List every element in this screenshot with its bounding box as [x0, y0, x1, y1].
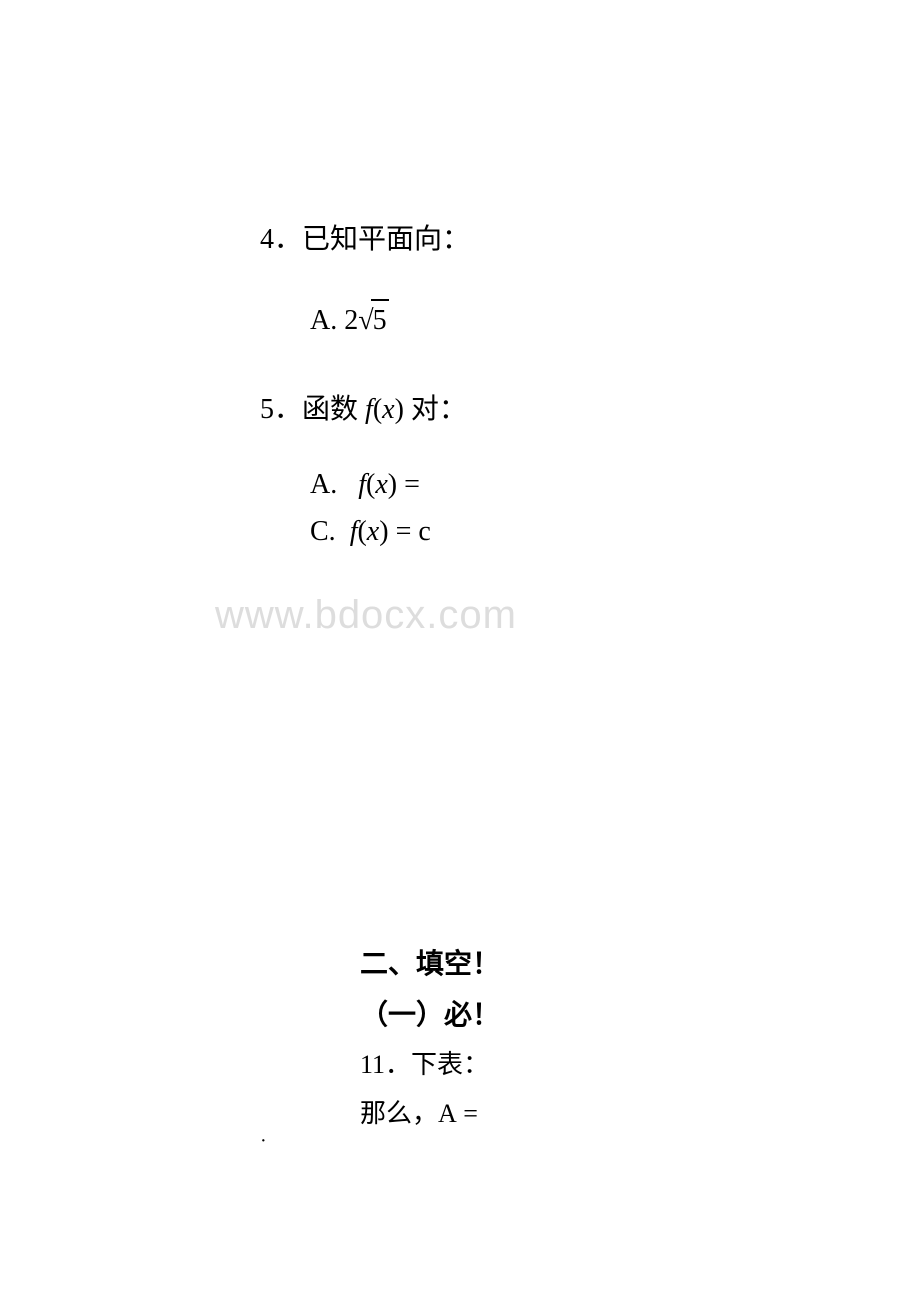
s2-title-trail: ！ — [472, 949, 500, 980]
sqrt-expression: √5 — [358, 299, 388, 340]
question-5-text: 5．函数 f(x) 对： — [260, 390, 470, 429]
section-2-block: 二、填空！ （一）必！ 11．下表： 那么，A = — [360, 945, 500, 1132]
s2-sub-text: （一）必 — [360, 1000, 472, 1031]
section-2-subtitle: （一）必！ — [360, 996, 500, 1035]
question-5-answer-c: C. f(x) = c — [310, 512, 470, 551]
q5-func-f: f — [365, 394, 373, 425]
q5-trail: ： — [439, 394, 467, 425]
watermark-text: www.bdocx.com — [215, 593, 517, 638]
section-2-title: 二、填空！ — [360, 945, 500, 984]
q5a-eq: = — [404, 469, 420, 500]
question-5-answer-a: A. f(x) = — [310, 465, 470, 504]
q5a-label: A. — [310, 469, 337, 500]
q11-number: 11． — [360, 1050, 411, 1079]
q5-number: 5． — [260, 394, 302, 425]
q5c-x: x — [367, 516, 379, 547]
then-text: 那么， — [360, 1099, 438, 1128]
s2-title-text: 二、填空 — [360, 949, 472, 980]
q5-prefix: 函数 — [302, 394, 358, 425]
q4-trail: ： — [442, 224, 470, 255]
question-4-text: 4．已知平面向： — [260, 220, 470, 259]
q5a-f: f — [358, 469, 366, 500]
q5c-eq: = — [396, 516, 412, 547]
q5-suffix: 对 — [411, 394, 439, 425]
q5-func-x: x — [382, 394, 394, 425]
then-eq: = — [463, 1099, 478, 1128]
question-4-answer-a: A. 2√5 — [310, 299, 470, 340]
sqrt-radicand: 5 — [371, 299, 389, 340]
question-11-text: 11．下表： — [360, 1047, 500, 1083]
question-block-1: 4．已知平面向： A. 2√5 5．函数 f(x) 对： A. f(x) = C… — [260, 220, 470, 551]
s2-sub-trail: ！ — [472, 1000, 500, 1031]
q5c-label: C. — [310, 516, 336, 547]
then-line: 那么，A = — [360, 1096, 500, 1132]
q11-trail: ： — [463, 1050, 489, 1079]
q11-body: 下表 — [411, 1050, 463, 1079]
q5c-f: f — [350, 516, 358, 547]
q4-number: 4． — [260, 224, 302, 255]
then-var: A — [438, 1099, 457, 1128]
q4-body: 已知平面向 — [302, 224, 442, 255]
q4a-coefficient: 2 — [344, 305, 358, 336]
q5a-x: x — [375, 469, 387, 500]
q5c-rhs: c — [418, 516, 430, 547]
q4a-label: A. — [310, 305, 337, 336]
dot-marker: · — [260, 1130, 267, 1153]
